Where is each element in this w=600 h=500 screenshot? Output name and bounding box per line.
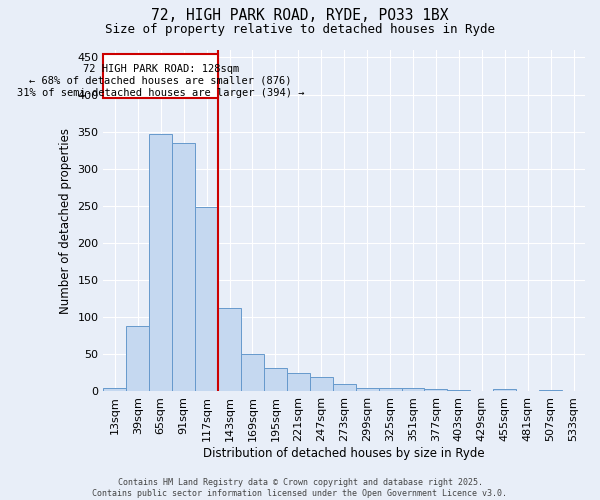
Bar: [562, 390, 585, 392]
Text: Size of property relative to detached houses in Ryde: Size of property relative to detached ho…: [105, 22, 495, 36]
Bar: [127, 326, 149, 392]
FancyBboxPatch shape: [103, 54, 218, 98]
Bar: [218, 308, 241, 392]
X-axis label: Distribution of detached houses by size in Ryde: Distribution of detached houses by size …: [203, 447, 485, 460]
Text: 72, HIGH PARK ROAD, RYDE, PO33 1BX: 72, HIGH PARK ROAD, RYDE, PO33 1BX: [151, 8, 449, 22]
Bar: [103, 388, 127, 392]
Text: Contains HM Land Registry data © Crown copyright and database right 2025.
Contai: Contains HM Land Registry data © Crown c…: [92, 478, 508, 498]
Bar: [333, 384, 356, 392]
Bar: [287, 373, 310, 392]
Bar: [356, 388, 379, 392]
Text: ← 68% of detached houses are smaller (876): ← 68% of detached houses are smaller (87…: [29, 76, 292, 86]
Bar: [539, 390, 562, 392]
Bar: [310, 376, 333, 392]
Bar: [149, 134, 172, 392]
Text: 72 HIGH PARK ROAD: 128sqm: 72 HIGH PARK ROAD: 128sqm: [83, 64, 239, 74]
Bar: [172, 143, 195, 392]
Text: 31% of semi-detached houses are larger (394) →: 31% of semi-detached houses are larger (…: [17, 88, 304, 98]
Bar: [241, 354, 264, 392]
Bar: [195, 208, 218, 392]
Bar: [424, 389, 448, 392]
Bar: [448, 390, 470, 392]
Bar: [379, 388, 401, 392]
Bar: [264, 368, 287, 392]
Bar: [401, 388, 424, 392]
Y-axis label: Number of detached properties: Number of detached properties: [59, 128, 72, 314]
Bar: [493, 389, 516, 392]
